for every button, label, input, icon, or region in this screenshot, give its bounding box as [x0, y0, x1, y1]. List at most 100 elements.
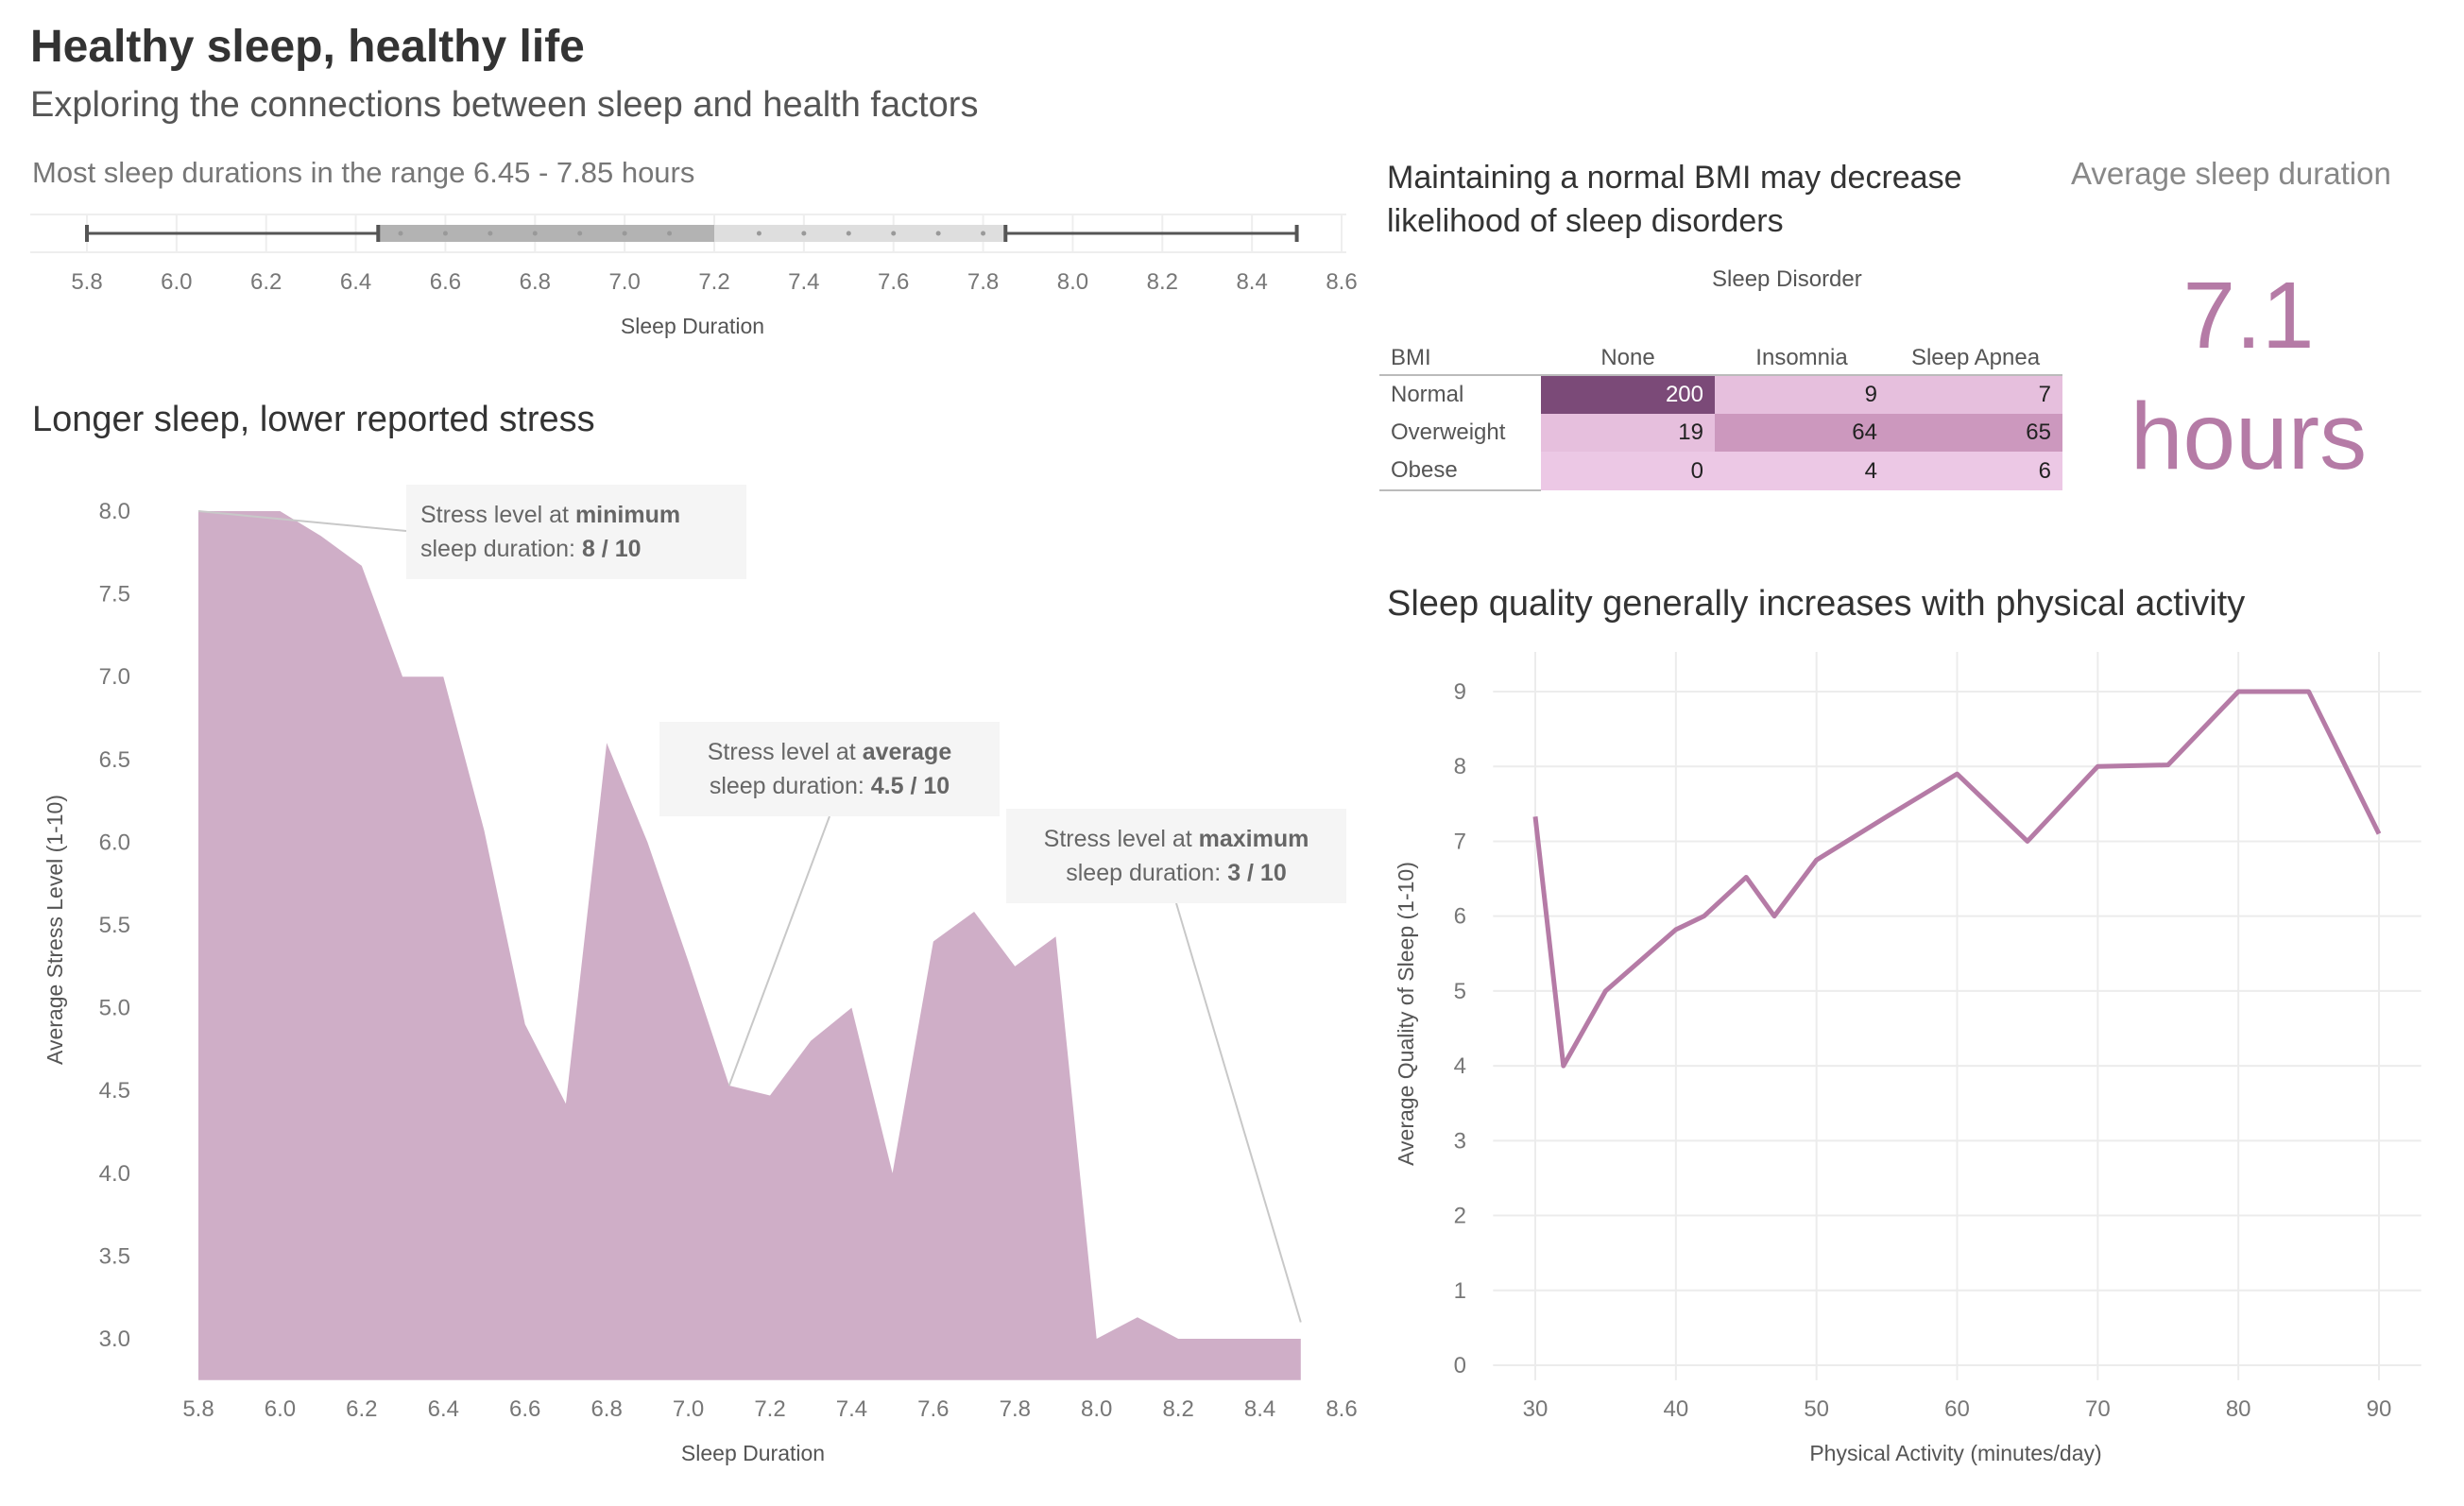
box-lower [378, 225, 714, 242]
x-tick-label: 90 [2367, 1396, 2392, 1422]
y-tick-label: 3.5 [99, 1243, 130, 1269]
stress-title: Longer sleep, lower reported stress [32, 400, 595, 439]
x-tick-label: 7.0 [673, 1396, 704, 1422]
kpi-unit: hours [2130, 384, 2368, 489]
x-tick-label: 6.4 [340, 269, 371, 295]
annotation-leader [727, 815, 830, 1087]
x-tick-label: 8.6 [1326, 1396, 1357, 1422]
x-tick-label: 8.0 [1081, 1396, 1112, 1422]
x-tick-label: 6.6 [430, 269, 461, 295]
y-tick-label: 7.0 [99, 664, 130, 690]
range-title: Most sleep durations in the range 6.45 -… [32, 156, 695, 189]
annotation-line1: Stress level at minimum [420, 502, 680, 528]
annotation-bold: 3 / 10 [1227, 860, 1287, 886]
y-tick-label: 8 [1454, 754, 1466, 779]
box-point [935, 231, 941, 236]
x-tick-label: 70 [2085, 1396, 2111, 1422]
quality-line [1532, 689, 2382, 1069]
bmi-cell: 65 [1889, 414, 2062, 452]
x-tick-label: 7.0 [608, 269, 640, 295]
bmi-col-header: None [1541, 342, 1715, 376]
bmi-cell: 9 [1715, 375, 1889, 414]
kpi-number: 7.1 [2182, 263, 2315, 368]
bmi-heatmap: BMI None Insomnia Sleep Apnea Normal 200… [1379, 342, 2062, 491]
annotation-bold: maximum [1199, 826, 1309, 852]
annotation-line2: sleep duration: 4.5 / 10 [710, 773, 950, 799]
box-point [801, 231, 807, 236]
annotation-line1: Stress level at average [708, 739, 952, 765]
x-tick-label: 6.4 [428, 1396, 459, 1422]
annotation-box [659, 722, 1000, 816]
annotation-bold: average [863, 739, 952, 765]
bmi-row-label: Obese [1379, 452, 1541, 491]
annotation-bold: 8 / 10 [582, 536, 642, 562]
x-tick-label: 6.8 [590, 1396, 622, 1422]
x-tick-label: 7.2 [754, 1396, 785, 1422]
y-tick-label: 6.5 [99, 747, 130, 773]
x-tick-label: 7.4 [788, 269, 819, 295]
bmi-cell: 6 [1889, 452, 2062, 490]
x-tick-label: 6.0 [161, 269, 192, 295]
x-tick-label: 6.0 [265, 1396, 296, 1422]
stress-vs-sleep-chart: 3.0 3.5 4.0 4.5 5.0 5.5 6.0 6.5 7.0 7.5 8.0 5.8 6.0 6… [43, 485, 1358, 1465]
annotation-line2: sleep duration: 3 / 10 [1066, 860, 1287, 886]
x-tick-label: 7.4 [836, 1396, 867, 1422]
annotation-text: Stress level at [420, 502, 575, 528]
annotation-line1: Stress level at maximum [1044, 826, 1309, 852]
sleep-duration-range-chart: 5.8 6.0 6.2 6.4 6.6 6.8 7.0 7.2 7.4 7.6 7.8 8.0 8.2 8… [30, 214, 1358, 338]
bmi-cell: 64 [1715, 414, 1889, 452]
y-tick-label: 6 [1454, 904, 1466, 930]
annotation-text: sleep duration: [420, 536, 582, 562]
annotation-text: sleep duration: [710, 773, 871, 799]
annotation-leader [197, 510, 407, 532]
y-axis-title: Average Quality of Sleep (1-10) [1394, 862, 1418, 1166]
annotation-text: Stress level at [708, 739, 863, 765]
bmi-cell: 7 [1889, 375, 2062, 414]
kpi-title: Average sleep duration [2071, 156, 2391, 191]
x-tick-label: 7.6 [878, 269, 909, 295]
bmi-row: Obese 0 4 6 [1379, 452, 2062, 491]
activity-title: Sleep quality generally increases with p… [1387, 584, 2246, 624]
annotation-bold: 4.5 / 10 [871, 773, 950, 799]
box-point [667, 231, 673, 236]
annotation-line2: sleep duration: 8 / 10 [420, 536, 642, 562]
x-axis-title: Sleep Duration [681, 1441, 825, 1465]
y-tick-label: 3.0 [99, 1326, 130, 1352]
x-tick-label: 8.6 [1326, 269, 1357, 295]
bmi-title-line1: Maintaining a normal BMI may decrease [1387, 160, 1962, 196]
box-point [442, 231, 448, 236]
x-tick-label: 5.8 [71, 269, 102, 295]
x-tick-label: 6.2 [250, 269, 282, 295]
box-upper [714, 225, 1006, 242]
bmi-col-header: Insomnia [1715, 342, 1889, 376]
x-tick-label: 8.4 [1244, 1396, 1275, 1422]
box-point [756, 231, 761, 236]
x-tick-label: 7.8 [1000, 1396, 1031, 1422]
x-tick-label: 80 [2226, 1396, 2251, 1422]
y-tick-label: 5.5 [99, 913, 130, 938]
box-point [891, 231, 897, 236]
bmi-row-label: Normal [1391, 382, 1464, 407]
y-tick-label: 5.0 [99, 996, 130, 1021]
x-tick-label: 30 [1523, 1396, 1549, 1422]
page-title: Healthy sleep, healthy life [30, 22, 585, 72]
bmi-row: Overweight 19 64 65 [1379, 414, 2062, 452]
annotation-text: sleep duration: [1066, 860, 1227, 886]
box-point [398, 231, 403, 236]
y-tick-label: 5 [1454, 979, 1466, 1004]
box-point [532, 231, 538, 236]
y-tick-label: 7.5 [99, 582, 130, 608]
x-tick-label: 7.8 [967, 269, 999, 295]
box-point [577, 231, 583, 236]
x-tick-label: 8.2 [1162, 1396, 1193, 1422]
box-point [488, 231, 493, 236]
y-tick-label: 2 [1454, 1204, 1466, 1229]
y-tick-label: 9 [1454, 679, 1466, 705]
annotation-leader [1175, 902, 1302, 1323]
bmi-table: BMI None Insomnia Sleep Apnea Normal 200… [1379, 342, 2062, 491]
annotation-box [406, 485, 746, 579]
quality-vs-activity-chart: 0 1 2 3 4 5 6 7 8 9 30 40 50 60 70 80 90 Physical Activit… [1394, 652, 2421, 1465]
x-tick-label: 8.4 [1236, 269, 1267, 295]
x-tick-label: 50 [1804, 1396, 1829, 1422]
bmi-title-line2: likelihood of sleep disorders [1387, 203, 1784, 239]
